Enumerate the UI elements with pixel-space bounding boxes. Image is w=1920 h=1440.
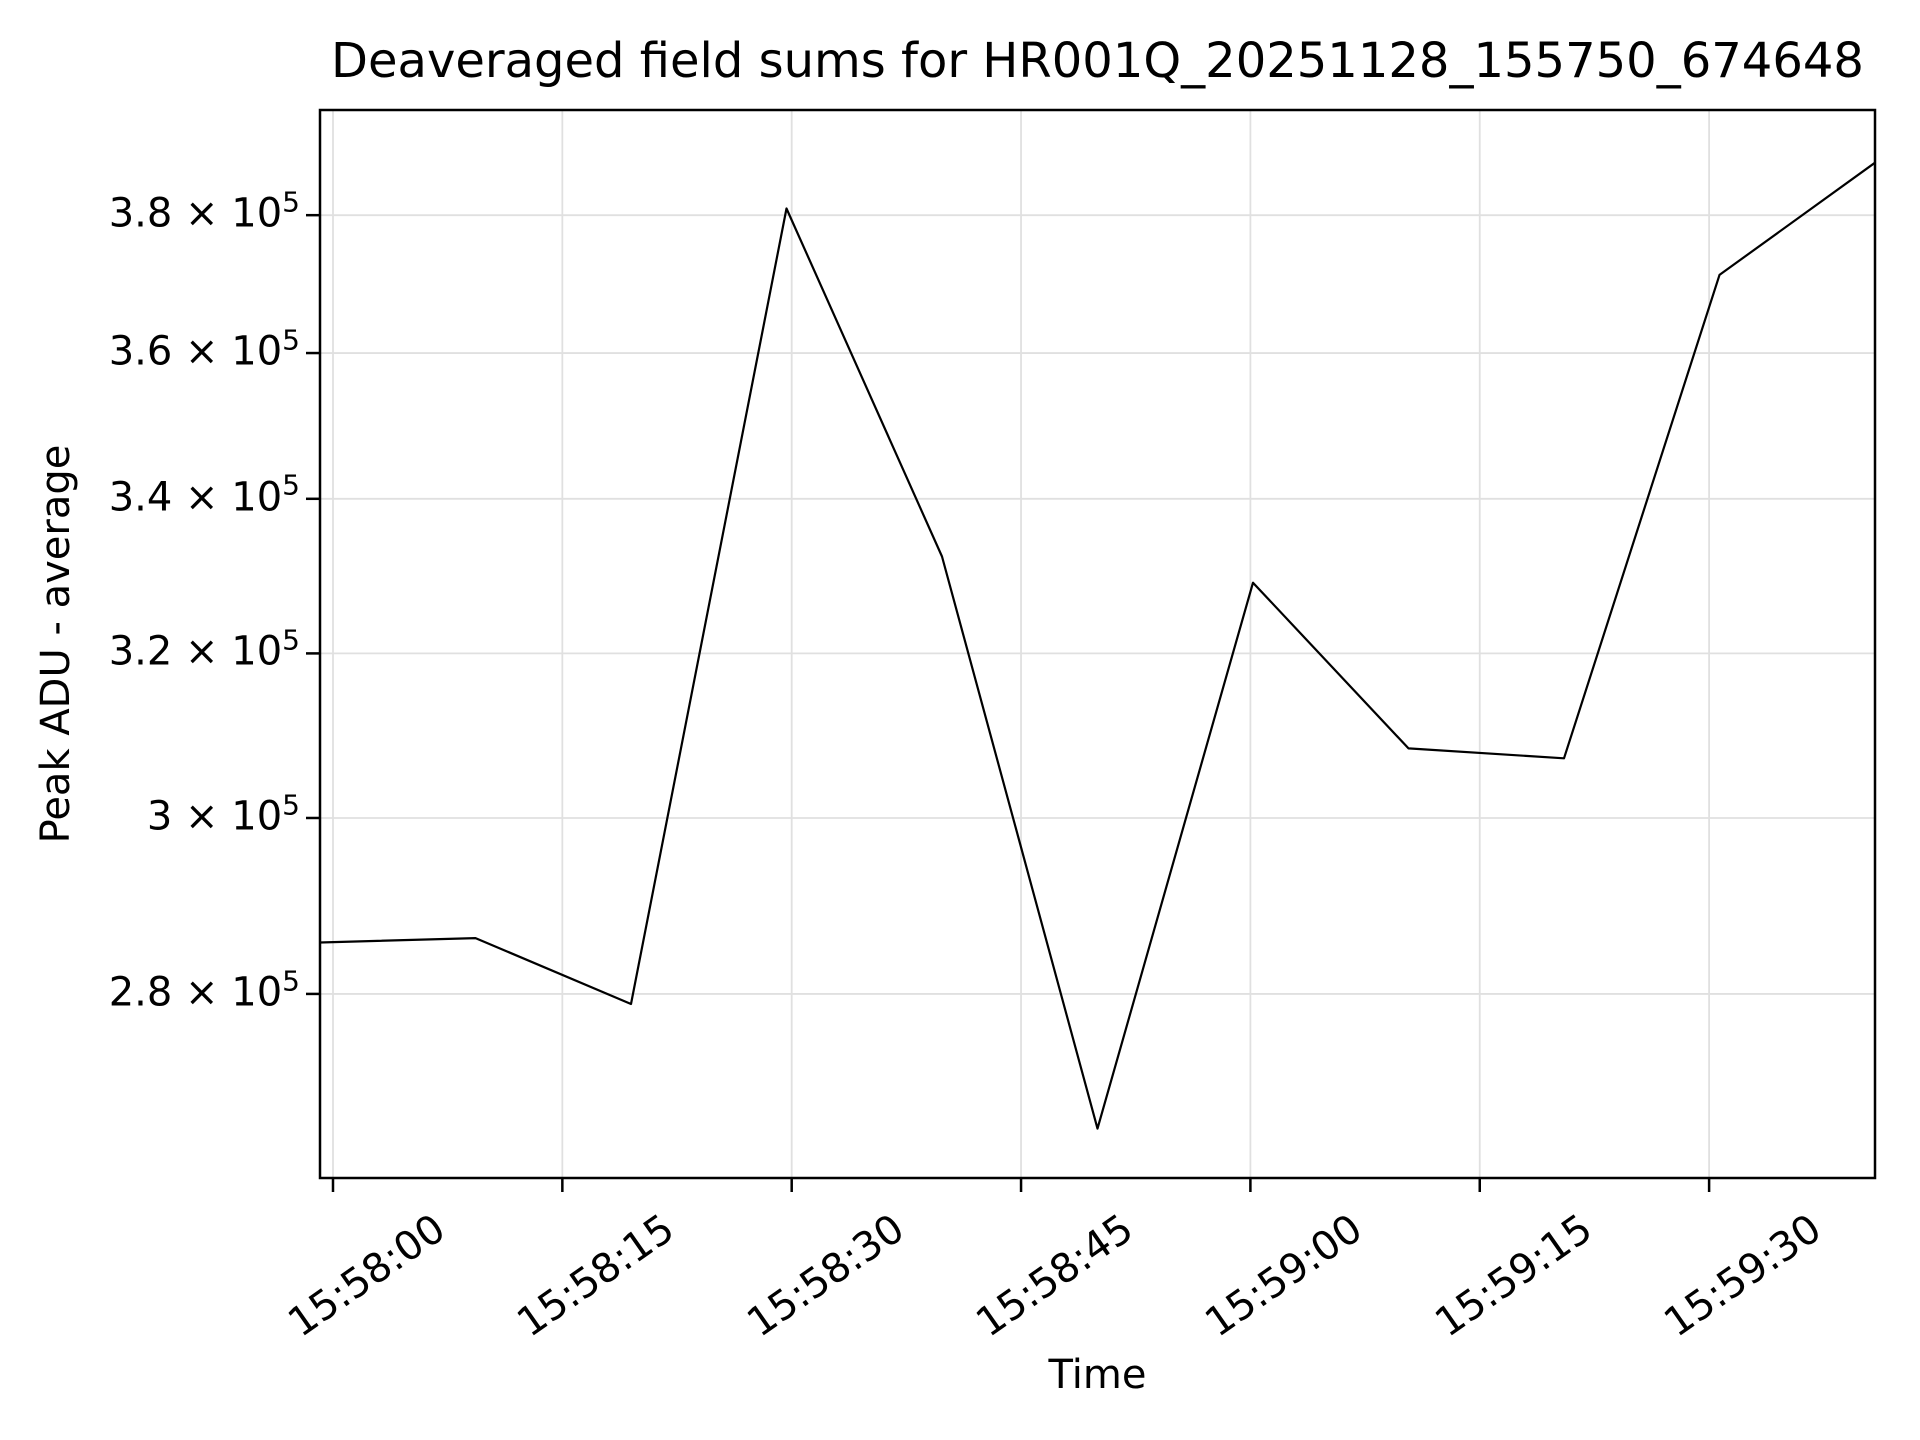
chart-title: Deaveraged field sums for HR001Q_2025112… bbox=[331, 33, 1864, 89]
series-line bbox=[319, 161, 1876, 1130]
y-tick-label: 3.4 × 105 bbox=[108, 468, 300, 521]
y-tick-label: 3.6 × 105 bbox=[108, 323, 300, 375]
y-tick-exponent: 5 bbox=[282, 185, 300, 219]
axes-spines-and-ticks bbox=[306, 108, 1877, 1192]
y-tick-exponent: 5 bbox=[282, 323, 300, 357]
x-axis-label: Time bbox=[1048, 1352, 1147, 1398]
data-series bbox=[319, 161, 1876, 1130]
y-tick-exponent: 5 bbox=[282, 623, 300, 657]
y-tick-label: 3 × 105 bbox=[146, 788, 300, 840]
y-axis-label: Peak ADU - average bbox=[33, 444, 79, 844]
grid-lines bbox=[320, 110, 1875, 1178]
y-tick-label: 3.8 × 105 bbox=[108, 185, 300, 237]
y-tick-exponent: 5 bbox=[282, 788, 300, 822]
y-tick-label: 3.2 × 105 bbox=[108, 623, 300, 675]
y-tick-exponent: 5 bbox=[282, 468, 300, 502]
plot-border bbox=[318, 108, 1877, 1180]
y-tick-label: 2.8 × 105 bbox=[108, 963, 300, 1016]
y-tick-exponent: 5 bbox=[282, 963, 300, 997]
